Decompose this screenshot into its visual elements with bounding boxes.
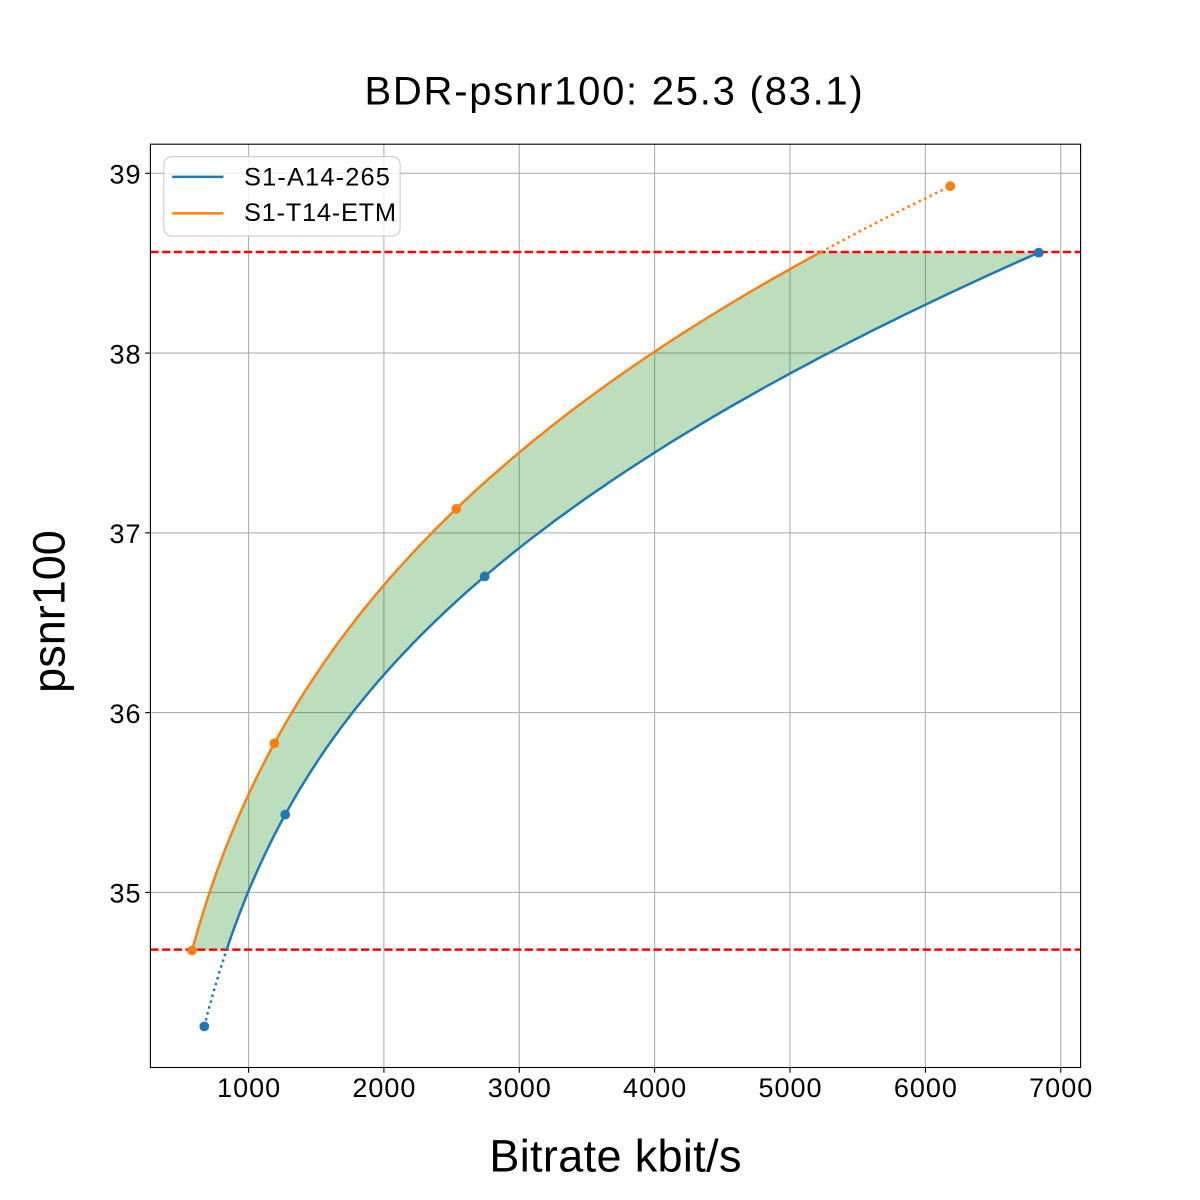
svg-text:S1-A14-265: S1-A14-265 (244, 164, 391, 192)
svg-text:BDR-psnr100: 25.3 (83.1): BDR-psnr100: 25.3 (83.1) (364, 70, 864, 114)
svg-text:5000: 5000 (758, 1073, 822, 1103)
svg-text:36: 36 (109, 699, 141, 729)
svg-text:35: 35 (109, 879, 141, 909)
svg-text:4000: 4000 (623, 1073, 687, 1103)
svg-text:S1-T14-ETM: S1-T14-ETM (244, 199, 397, 227)
svg-text:7000: 7000 (1029, 1073, 1093, 1103)
svg-text:37: 37 (109, 519, 141, 549)
svg-text:2000: 2000 (352, 1073, 416, 1103)
svg-text:1000: 1000 (217, 1073, 281, 1103)
svg-text:38: 38 (109, 339, 141, 369)
svg-text:Bitrate kbit/s: Bitrate kbit/s (489, 1130, 742, 1181)
svg-text:6000: 6000 (894, 1073, 958, 1103)
svg-text:psnr100: psnr100 (24, 530, 75, 693)
svg-text:3000: 3000 (488, 1073, 552, 1103)
svg-text:39: 39 (109, 160, 141, 190)
